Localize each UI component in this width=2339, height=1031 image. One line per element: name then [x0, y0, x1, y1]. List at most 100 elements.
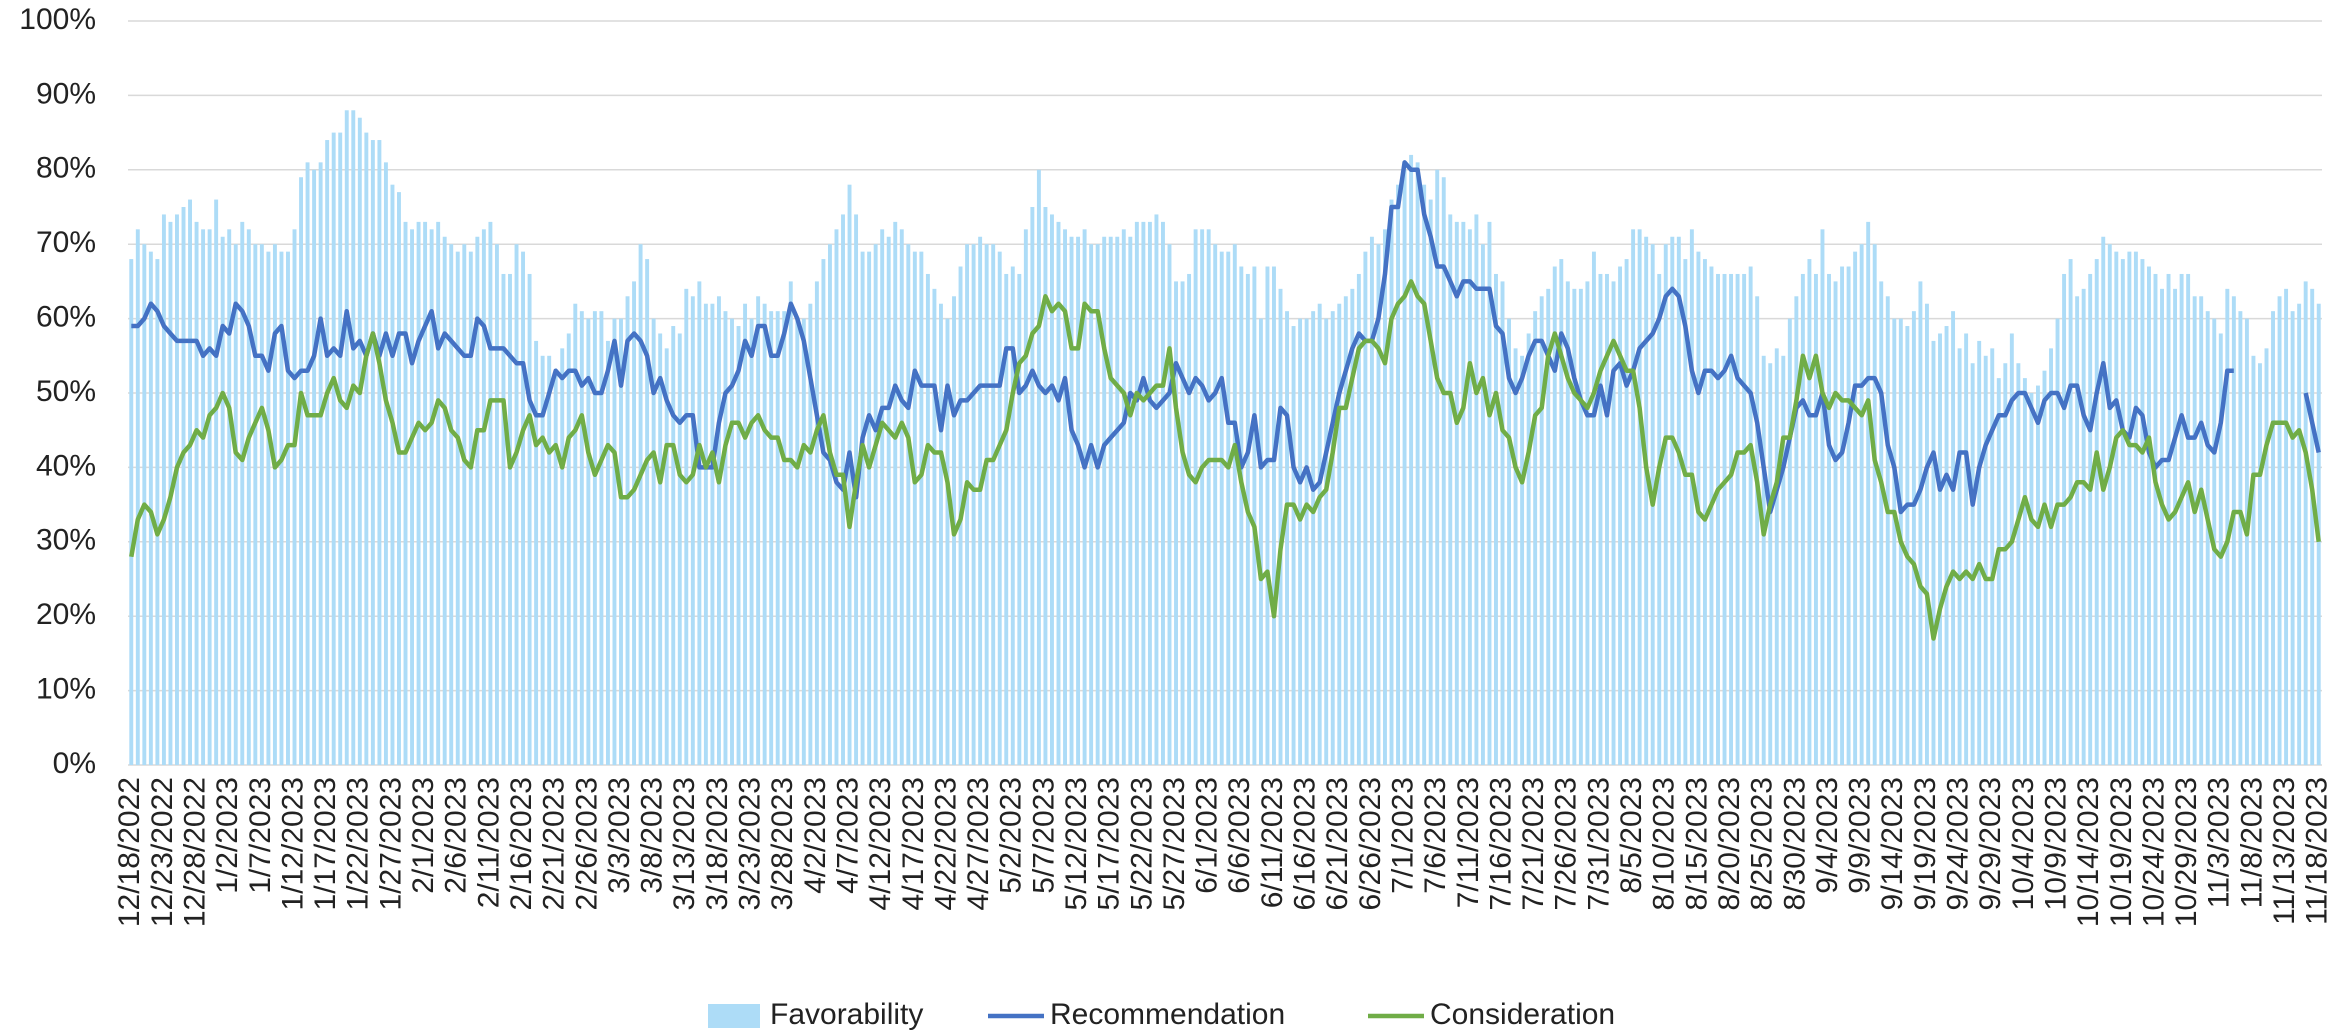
- x-tick-label: 12/28/2022: [178, 777, 211, 927]
- bar: [1918, 281, 1923, 765]
- x-tick-label: 4/27/2023: [962, 777, 995, 910]
- bar: [605, 340, 610, 765]
- bar: [592, 311, 597, 765]
- bar: [1461, 221, 1466, 765]
- bar: [573, 303, 578, 765]
- bar: [677, 333, 682, 765]
- bar: [1578, 288, 1583, 765]
- bar: [527, 273, 532, 765]
- bar: [965, 244, 970, 765]
- bar: [514, 244, 519, 765]
- bar: [1206, 229, 1211, 765]
- bar: [351, 110, 356, 765]
- bar: [736, 326, 741, 765]
- bar: [220, 236, 225, 765]
- bar: [2127, 251, 2132, 765]
- x-tick-label: 2/26/2023: [570, 777, 603, 910]
- bar: [1226, 251, 1231, 765]
- bar: [1213, 244, 1218, 765]
- x-tick-label: 2/11/2023: [472, 777, 505, 908]
- x-tick-label: 7/11/2023: [1452, 777, 1485, 908]
- bar: [449, 244, 454, 765]
- bar: [1827, 273, 1831, 765]
- bar: [1657, 273, 1662, 765]
- bar: [645, 259, 650, 765]
- bar: [436, 221, 441, 765]
- bar: [1128, 236, 1133, 765]
- bar: [1389, 199, 1394, 765]
- bar: [403, 221, 408, 765]
- x-tick-label: 5/7/2023: [1027, 777, 1060, 894]
- bar: [2218, 333, 2223, 765]
- bar: [175, 214, 179, 765]
- bar: [1618, 266, 1623, 765]
- bar: [1010, 266, 1015, 765]
- bar: [2297, 303, 2302, 765]
- bar: [1931, 340, 1936, 765]
- bar: [1337, 303, 1342, 765]
- bar: [253, 244, 258, 765]
- bar: [1866, 221, 1871, 765]
- bar: [1552, 266, 1557, 765]
- x-tick-label: 10/24/2023: [2137, 777, 2170, 927]
- x-tick-label: 1/2/2023: [211, 777, 244, 894]
- x-tick-label: 9/9/2023: [1844, 777, 1877, 894]
- bar: [1441, 177, 1446, 766]
- bar: [1977, 340, 1982, 765]
- bar: [599, 311, 604, 765]
- bar: [1311, 311, 1316, 765]
- bar: [1069, 236, 1074, 765]
- bar: [2147, 266, 2151, 765]
- bar: [1304, 318, 1309, 765]
- y-tick-label: 100%: [19, 3, 96, 36]
- x-tick-label: 7/21/2023: [1517, 777, 1550, 910]
- bar: [188, 199, 192, 765]
- bar: [1820, 229, 1825, 765]
- bar: [181, 207, 186, 765]
- bar: [906, 244, 911, 765]
- bar: [1996, 378, 2001, 765]
- bar: [1938, 333, 1942, 765]
- bar: [1317, 303, 1322, 765]
- x-tick-label: 6/6/2023: [1223, 777, 1256, 894]
- x-tick-label: 11/13/2023: [2268, 777, 2301, 925]
- bar: [1709, 266, 1714, 765]
- x-tick-label: 11/8/2023: [2235, 777, 2268, 908]
- bar: [625, 296, 630, 765]
- bar: [1951, 311, 1956, 765]
- bar: [1252, 266, 1257, 765]
- bar: [2303, 281, 2308, 765]
- bar: [788, 281, 793, 765]
- x-tick-label: 5/2/2023: [995, 777, 1028, 894]
- bar: [938, 303, 943, 765]
- bar: [1089, 244, 1094, 765]
- bar: [1324, 318, 1329, 765]
- bar: [201, 229, 206, 765]
- bar: [233, 244, 238, 765]
- x-tick-label: 10/29/2023: [2170, 777, 2203, 927]
- bar: [743, 303, 748, 765]
- bar: [1605, 273, 1609, 765]
- x-tick-label: 5/27/2023: [1158, 777, 1191, 910]
- bar: [1121, 229, 1126, 765]
- x-tick-label: 4/2/2023: [799, 777, 832, 894]
- x-tick-label: 6/16/2023: [1289, 777, 1322, 910]
- bar: [1147, 221, 1152, 765]
- bar: [710, 303, 715, 765]
- x-tick-label: 4/12/2023: [864, 777, 897, 910]
- bar: [1990, 348, 1995, 765]
- x-tick-label: 3/18/2023: [701, 777, 734, 910]
- bar: [240, 221, 245, 765]
- bar: [2199, 296, 2204, 765]
- bar: [1591, 251, 1596, 765]
- bar: [475, 236, 480, 765]
- bar: [481, 229, 486, 765]
- bar: [1265, 266, 1270, 765]
- bar: [1350, 288, 1355, 765]
- bar: [632, 281, 637, 765]
- bar: [2075, 296, 2080, 765]
- x-tick-label: 11/3/2023: [2203, 777, 2236, 908]
- bar: [2094, 259, 2099, 765]
- bar: [945, 318, 950, 765]
- bar: [873, 244, 878, 765]
